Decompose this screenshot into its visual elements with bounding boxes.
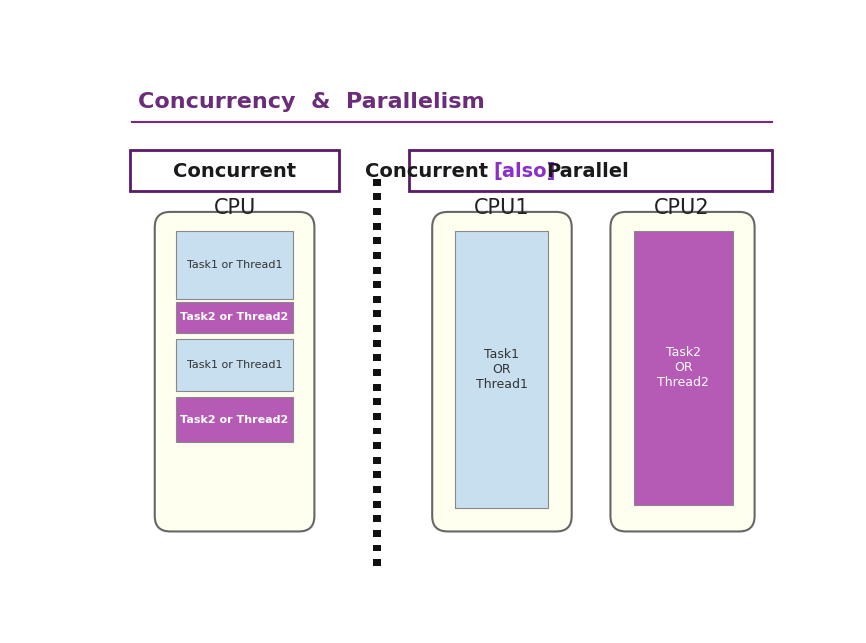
Bar	[373, 457, 381, 464]
Text: [also]: [also]	[494, 161, 556, 181]
Bar	[373, 281, 381, 288]
Bar	[373, 501, 381, 507]
Bar	[373, 413, 381, 420]
Text: Task1 or Thread1: Task1 or Thread1	[187, 260, 282, 270]
Text: CPU2: CPU2	[654, 198, 709, 218]
Text: Task1
OR
Thread1: Task1 OR Thread1	[476, 349, 528, 391]
Bar	[373, 545, 381, 552]
Text: Concurrent: Concurrent	[173, 161, 296, 181]
Bar	[373, 222, 381, 230]
Bar	[373, 340, 381, 347]
FancyBboxPatch shape	[611, 212, 754, 532]
Text: Task2 or Thread2: Task2 or Thread2	[180, 415, 288, 425]
FancyBboxPatch shape	[177, 397, 293, 442]
Bar	[373, 208, 381, 215]
FancyBboxPatch shape	[432, 212, 572, 532]
Bar	[373, 354, 381, 361]
Bar	[373, 237, 381, 244]
FancyBboxPatch shape	[177, 231, 293, 299]
Bar	[373, 296, 381, 303]
Bar	[373, 428, 381, 435]
FancyBboxPatch shape	[177, 339, 293, 392]
Bar	[373, 515, 381, 522]
Bar	[373, 267, 381, 273]
Text: CPU: CPU	[213, 198, 255, 218]
Text: Parallel: Parallel	[546, 161, 629, 181]
FancyBboxPatch shape	[130, 150, 339, 191]
FancyBboxPatch shape	[155, 212, 314, 532]
Bar	[373, 325, 381, 332]
Bar	[373, 311, 381, 318]
Bar	[373, 194, 381, 201]
FancyBboxPatch shape	[177, 302, 293, 333]
Bar	[373, 559, 381, 566]
FancyBboxPatch shape	[634, 231, 733, 505]
Text: Task2
OR
Thread2: Task2 OR Thread2	[657, 347, 709, 389]
Text: Task2 or Thread2: Task2 or Thread2	[180, 312, 288, 322]
Text: Concurrent: Concurrent	[365, 161, 488, 181]
Bar	[373, 442, 381, 449]
Bar	[373, 252, 381, 259]
Bar	[373, 398, 381, 405]
FancyBboxPatch shape	[456, 231, 548, 509]
Bar	[373, 530, 381, 537]
Text: CPU1: CPU1	[475, 198, 530, 218]
Bar	[373, 471, 381, 478]
Text: Concurrency  &  Parallelism: Concurrency & Parallelism	[138, 92, 484, 112]
Bar	[373, 179, 381, 186]
Bar	[373, 384, 381, 390]
FancyBboxPatch shape	[409, 150, 772, 191]
Text: Task1 or Thread1: Task1 or Thread1	[187, 360, 282, 370]
Bar	[373, 369, 381, 376]
Bar	[373, 486, 381, 493]
